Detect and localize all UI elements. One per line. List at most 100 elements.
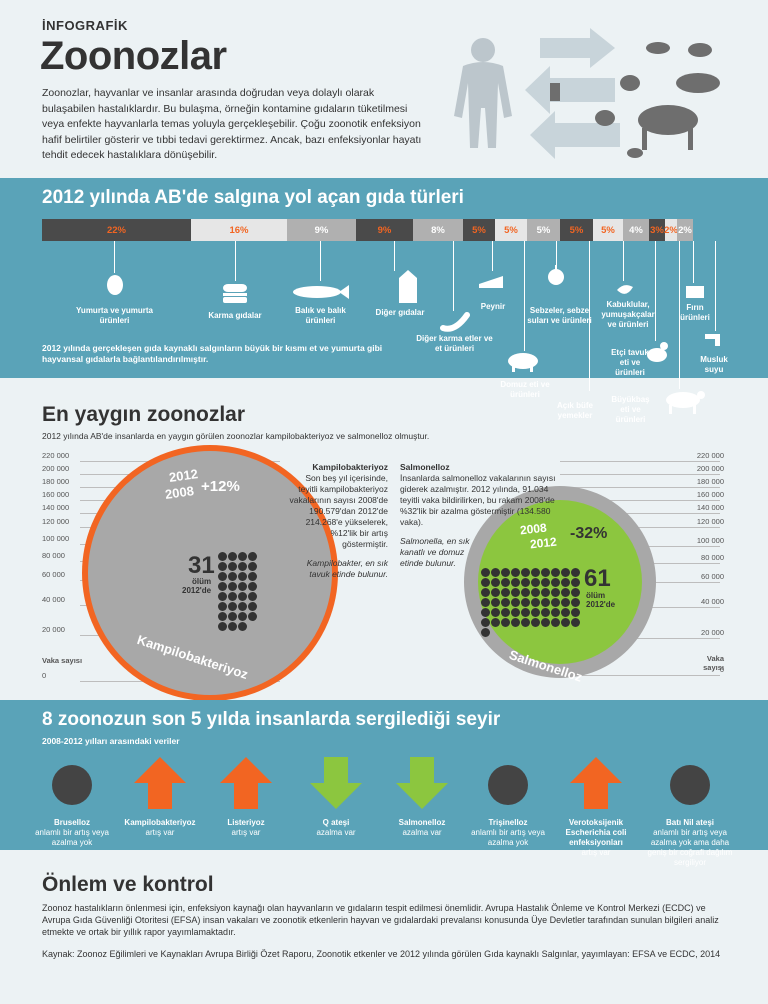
prevention-text: Zoonoz hastalıkların önlenmesi için, enf… bbox=[42, 903, 719, 937]
salm-death-dots bbox=[481, 568, 585, 637]
common-title: En yaygın zoonozlar bbox=[42, 403, 246, 426]
cheese-icon bbox=[479, 276, 503, 288]
death-dot bbox=[561, 568, 570, 577]
death-dot bbox=[228, 582, 237, 591]
leader-line bbox=[453, 241, 454, 311]
trend-desc: artış var bbox=[581, 848, 611, 857]
burger-icon bbox=[223, 284, 247, 303]
leader-line bbox=[394, 241, 395, 271]
death-dot bbox=[571, 588, 580, 597]
y-tick-left: 80 000 bbox=[42, 551, 65, 560]
y-tick-left: 220 000 bbox=[42, 451, 70, 460]
campy-death-dots bbox=[218, 552, 266, 631]
cake-icon bbox=[686, 286, 704, 298]
death-dot bbox=[228, 602, 237, 611]
trend-desc: azalma var bbox=[316, 828, 356, 837]
y-tick-left: 200 000 bbox=[42, 464, 70, 473]
food-types-section bbox=[0, 178, 768, 378]
death-dot bbox=[531, 568, 540, 577]
death-dot bbox=[238, 622, 247, 631]
trend-name: Q ateşi bbox=[322, 818, 350, 827]
death-dot bbox=[541, 568, 550, 577]
death-dot bbox=[511, 618, 520, 627]
death-dot bbox=[531, 618, 540, 627]
cases-chart bbox=[82, 445, 656, 700]
prevention-title: Önlem ve kontrol bbox=[42, 873, 214, 896]
y-tick-left: 180 000 bbox=[42, 477, 70, 486]
y-tick-left: 100 000 bbox=[42, 534, 70, 543]
chicken-icon bbox=[647, 342, 668, 362]
food-label-juice: Musluk suyu bbox=[700, 355, 728, 374]
no-change-icon bbox=[488, 765, 528, 805]
trend-item: Trişinelloz anlamlı bir artış veya azalma… bbox=[463, 818, 553, 848]
y-tick-right: 180 000 bbox=[696, 477, 724, 486]
y-tick-right: 160 000 bbox=[696, 490, 724, 499]
axis-label-left: Vaka sayısı bbox=[42, 656, 83, 665]
food-label-othermeat: Diğer karma etler ve et ürünleri bbox=[416, 334, 493, 353]
death-dot bbox=[238, 572, 247, 581]
salm-year-2012: 2012 bbox=[529, 534, 558, 552]
death-dot bbox=[531, 588, 540, 597]
fish-icon bbox=[293, 285, 349, 299]
death-dot bbox=[481, 568, 490, 577]
food-label-beef: Büyükbaş eti ve ürünleri bbox=[611, 395, 650, 424]
death-dot bbox=[228, 552, 237, 561]
death-dot bbox=[248, 562, 257, 571]
salm-deaths-label1: ölüm bbox=[586, 591, 606, 600]
death-dot bbox=[238, 562, 247, 571]
source-text: Kaynak: Zoonoz Eğilimleri ve Kaynakları … bbox=[42, 949, 721, 959]
death-dot bbox=[511, 568, 520, 577]
death-dot bbox=[501, 588, 510, 597]
death-dot bbox=[218, 622, 227, 631]
gridline bbox=[560, 487, 720, 488]
trend-item: Batı Nil ateşi anlamlı bir artış veya aza… bbox=[645, 818, 735, 868]
leader-line bbox=[693, 241, 694, 283]
food-bar-segment: 5% bbox=[495, 219, 527, 241]
campy-deaths: 31 bbox=[188, 552, 215, 579]
death-dot bbox=[228, 622, 237, 631]
common-subtitle: 2012 yılında AB'de insanlarda en yaygın … bbox=[42, 431, 430, 441]
death-dot bbox=[248, 592, 257, 601]
death-dot bbox=[501, 568, 510, 577]
egg-icon bbox=[107, 275, 123, 295]
campy-deaths-label2: 2012'de bbox=[182, 586, 212, 595]
trends-subtitle: 2008-2012 yılları arasındaki veriler bbox=[42, 736, 180, 746]
food-label-cheese: Peynir bbox=[480, 302, 506, 311]
y-tick-right: 200 000 bbox=[696, 464, 724, 473]
death-dot bbox=[481, 618, 490, 627]
food-label-egg: Yumurta ve yumurta ürünleri bbox=[76, 306, 153, 325]
death-dot bbox=[531, 598, 540, 607]
death-dot bbox=[501, 598, 510, 607]
increase-arrow-icon bbox=[134, 757, 186, 814]
death-dot bbox=[228, 572, 237, 581]
death-dot bbox=[561, 608, 570, 617]
death-dot bbox=[531, 608, 540, 617]
death-dot bbox=[571, 598, 580, 607]
death-dot bbox=[501, 608, 510, 617]
death-dot bbox=[511, 608, 520, 617]
death-dot bbox=[521, 568, 530, 577]
campy-note: Kampilobakter, en sık tavuk etinde bulun… bbox=[306, 558, 388, 579]
death-dot bbox=[218, 612, 227, 621]
header-illustration bbox=[454, 28, 720, 159]
trend-name: Kampilobakteriyoz bbox=[124, 818, 196, 827]
gridline bbox=[560, 675, 720, 676]
death-dot bbox=[228, 562, 237, 571]
food-bar-segment: 16% bbox=[191, 219, 287, 241]
campy-text-block: Kampilobakteriyoz Son beş yıl içerisinde… bbox=[285, 462, 389, 580]
y-tick-left: 120 000 bbox=[42, 517, 70, 526]
death-dot bbox=[481, 608, 490, 617]
death-dot bbox=[521, 598, 530, 607]
death-dot bbox=[511, 578, 520, 587]
death-dot bbox=[481, 628, 490, 637]
pig-icon bbox=[508, 353, 538, 372]
y-tick-left: 160 000 bbox=[42, 490, 70, 499]
leader-line bbox=[589, 241, 590, 391]
death-dot bbox=[238, 582, 247, 591]
death-dot bbox=[481, 588, 490, 597]
trend-item: Kampilobakteriyoz artış var bbox=[115, 818, 205, 838]
animals-icon bbox=[550, 42, 720, 158]
infographic-tag: İNFOGRAFİK bbox=[42, 18, 128, 33]
death-dot bbox=[238, 612, 247, 621]
leader-line bbox=[492, 241, 493, 271]
